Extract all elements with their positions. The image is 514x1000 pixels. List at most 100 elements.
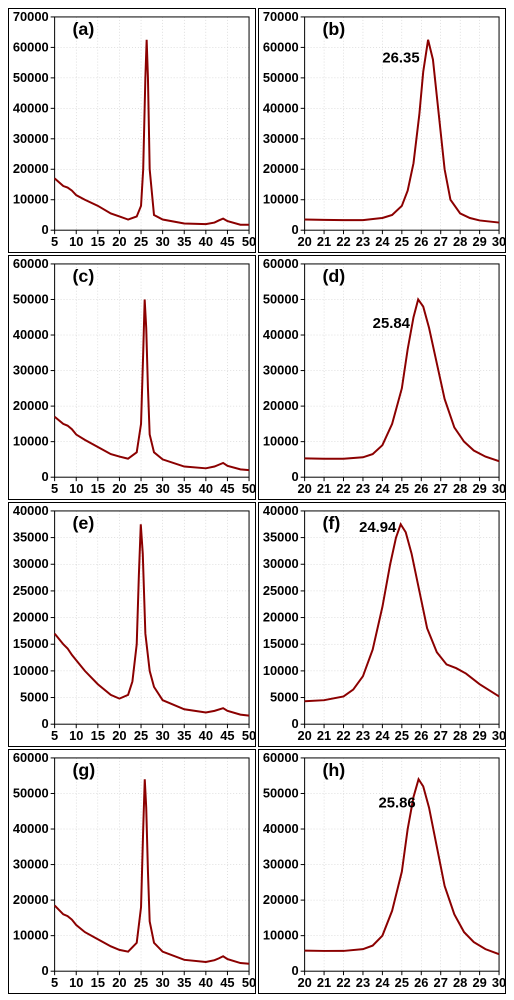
- svg-text:10: 10: [69, 481, 83, 496]
- svg-text:29: 29: [472, 728, 486, 743]
- panel-label: (e): [72, 513, 94, 533]
- svg-text:50: 50: [242, 975, 255, 990]
- svg-text:20000: 20000: [13, 161, 49, 176]
- svg-text:20000: 20000: [13, 398, 49, 413]
- svg-text:21: 21: [317, 234, 331, 249]
- svg-text:30000: 30000: [263, 556, 299, 571]
- svg-text:60000: 60000: [263, 256, 299, 271]
- svg-text:30: 30: [155, 728, 169, 743]
- peak-label: 25.84: [373, 316, 411, 332]
- chart-panel-f: 2021222324252627282930050001000015000200…: [258, 502, 506, 747]
- svg-text:5: 5: [51, 481, 58, 496]
- svg-text:25: 25: [395, 481, 409, 496]
- svg-text:25: 25: [134, 234, 148, 249]
- svg-text:0: 0: [42, 469, 49, 484]
- panel-label: (c): [72, 266, 94, 286]
- svg-text:50: 50: [242, 728, 255, 743]
- svg-text:10000: 10000: [13, 192, 49, 207]
- svg-text:10000: 10000: [263, 663, 299, 678]
- svg-text:27: 27: [434, 728, 448, 743]
- svg-text:20000: 20000: [263, 161, 299, 176]
- svg-text:28: 28: [453, 234, 467, 249]
- chart-panel-g: 5101520253035404550010000200003000040000…: [8, 749, 256, 994]
- svg-text:21: 21: [317, 975, 331, 990]
- svg-text:20000: 20000: [13, 610, 49, 625]
- svg-text:20000: 20000: [263, 892, 299, 907]
- svg-text:45: 45: [220, 234, 234, 249]
- svg-text:40000: 40000: [13, 327, 49, 342]
- svg-text:40: 40: [199, 481, 213, 496]
- svg-text:30000: 30000: [13, 131, 49, 146]
- svg-text:5: 5: [51, 728, 58, 743]
- svg-text:50000: 50000: [263, 785, 299, 800]
- svg-text:60000: 60000: [13, 750, 49, 765]
- svg-text:22: 22: [336, 234, 350, 249]
- svg-text:23: 23: [356, 728, 370, 743]
- panel-label: (a): [72, 19, 94, 39]
- chart-panel-a: 5101520253035404550010000200003000040000…: [8, 8, 256, 253]
- svg-text:5000: 5000: [270, 690, 299, 705]
- svg-text:10: 10: [69, 975, 83, 990]
- svg-text:24: 24: [375, 234, 390, 249]
- svg-text:40000: 40000: [263, 503, 299, 518]
- svg-text:35000: 35000: [13, 530, 49, 545]
- chart-panel-d: 2021222324252627282930010000200003000040…: [258, 255, 506, 500]
- svg-text:0: 0: [292, 716, 299, 731]
- svg-text:15: 15: [91, 975, 105, 990]
- svg-text:30: 30: [492, 234, 505, 249]
- svg-text:10000: 10000: [263, 928, 299, 943]
- svg-text:70000: 70000: [263, 9, 299, 24]
- svg-text:25: 25: [395, 728, 409, 743]
- svg-text:20000: 20000: [263, 398, 299, 413]
- svg-text:28: 28: [453, 728, 467, 743]
- svg-text:10: 10: [69, 234, 83, 249]
- svg-text:10000: 10000: [263, 192, 299, 207]
- svg-text:0: 0: [42, 222, 49, 237]
- svg-text:29: 29: [472, 481, 486, 496]
- svg-text:40000: 40000: [13, 503, 49, 518]
- svg-text:40: 40: [199, 234, 213, 249]
- svg-text:20: 20: [297, 234, 311, 249]
- chart-panel-h: 2021222324252627282930010000200003000040…: [258, 749, 506, 994]
- panel-label: (h): [322, 760, 345, 780]
- svg-text:15000: 15000: [13, 636, 49, 651]
- svg-text:50000: 50000: [13, 785, 49, 800]
- svg-text:45: 45: [220, 481, 234, 496]
- svg-text:5: 5: [51, 975, 58, 990]
- chart-panel-c: 5101520253035404550010000200003000040000…: [8, 255, 256, 500]
- svg-text:22: 22: [336, 728, 350, 743]
- svg-text:30: 30: [155, 481, 169, 496]
- svg-text:50000: 50000: [263, 70, 299, 85]
- svg-text:22: 22: [336, 481, 350, 496]
- svg-text:23: 23: [356, 234, 370, 249]
- chart-grid: 5101520253035404550010000200003000040000…: [8, 8, 506, 992]
- svg-text:30: 30: [492, 481, 505, 496]
- svg-text:0: 0: [292, 469, 299, 484]
- svg-text:50: 50: [242, 234, 255, 249]
- svg-text:23: 23: [356, 481, 370, 496]
- svg-text:30000: 30000: [13, 556, 49, 571]
- svg-text:25000: 25000: [263, 583, 299, 598]
- svg-text:45: 45: [220, 728, 234, 743]
- svg-text:10000: 10000: [13, 434, 49, 449]
- svg-text:30000: 30000: [263, 363, 299, 378]
- panel-label: (f): [322, 513, 340, 533]
- peak-label: 25.86: [379, 796, 416, 812]
- svg-text:27: 27: [434, 975, 448, 990]
- svg-text:30: 30: [155, 975, 169, 990]
- svg-text:25: 25: [134, 975, 148, 990]
- svg-text:24: 24: [375, 975, 390, 990]
- svg-text:10000: 10000: [263, 434, 299, 449]
- svg-text:35: 35: [177, 728, 191, 743]
- svg-text:10000: 10000: [13, 928, 49, 943]
- svg-text:24: 24: [375, 481, 390, 496]
- svg-text:40000: 40000: [263, 327, 299, 342]
- svg-text:20: 20: [297, 728, 311, 743]
- svg-text:50000: 50000: [13, 70, 49, 85]
- svg-text:35000: 35000: [263, 530, 299, 545]
- chart-panel-b: 2021222324252627282930010000200003000040…: [258, 8, 506, 253]
- svg-text:5000: 5000: [20, 690, 49, 705]
- svg-text:60000: 60000: [13, 39, 49, 54]
- peak-label: 26.35: [382, 51, 419, 67]
- svg-text:21: 21: [317, 481, 331, 496]
